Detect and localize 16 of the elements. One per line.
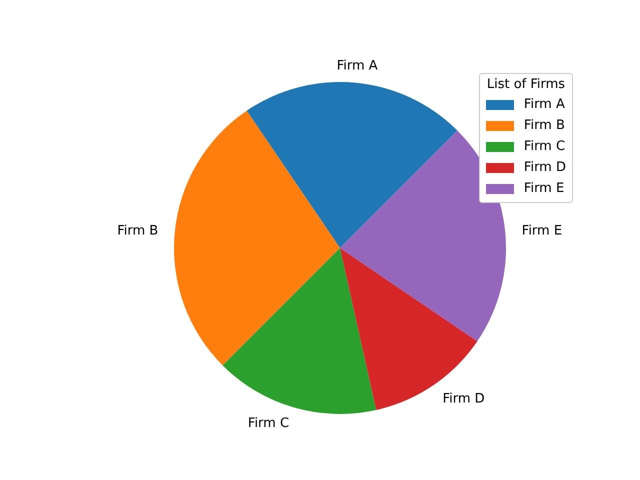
legend-title: List of Firms [486, 77, 566, 92]
slice-label: Firm E [522, 223, 562, 238]
legend-label: Firm B [524, 118, 565, 133]
slice-label: Firm A [336, 58, 378, 74]
slice-label: Firm C [248, 416, 290, 431]
slice-label: Firm B [117, 223, 158, 238]
pie-slice [340, 130, 506, 342]
legend-label: Firm D [524, 160, 566, 175]
slice-label: Firm D [442, 392, 485, 407]
pie-slice [174, 110, 340, 366]
legend-label: Firm E [524, 181, 564, 196]
pie-slice [340, 248, 478, 410]
legend-label: Firm C [524, 139, 566, 154]
pie-slice [246, 82, 458, 248]
legend-label: Firm A [524, 97, 565, 112]
pie-slice [222, 248, 376, 414]
